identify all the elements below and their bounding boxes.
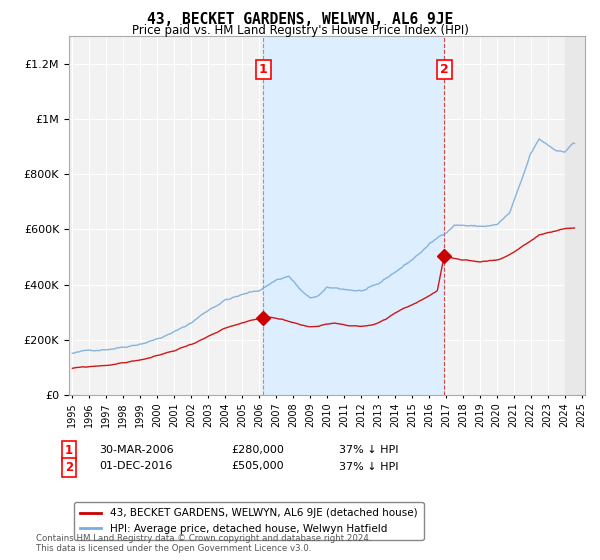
Bar [565, 36, 590, 395]
Text: 37% ↓ HPI: 37% ↓ HPI [339, 461, 398, 472]
Text: 2: 2 [65, 461, 73, 474]
Text: 37% ↓ HPI: 37% ↓ HPI [339, 445, 398, 455]
Bar [263, 36, 445, 395]
Text: £280,000: £280,000 [231, 445, 284, 455]
Text: 43, BECKET GARDENS, WELWYN, AL6 9JE: 43, BECKET GARDENS, WELWYN, AL6 9JE [147, 12, 453, 27]
Text: Price paid vs. HM Land Registry's House Price Index (HPI): Price paid vs. HM Land Registry's House … [131, 24, 469, 37]
Text: Contains HM Land Registry data © Crown copyright and database right 2024.
This d: Contains HM Land Registry data © Crown c… [36, 534, 371, 553]
Text: 1: 1 [65, 444, 73, 458]
Text: 01-DEC-2016: 01-DEC-2016 [99, 461, 172, 472]
Legend: 43, BECKET GARDENS, WELWYN, AL6 9JE (detached house), HPI: Average price, detach: 43, BECKET GARDENS, WELWYN, AL6 9JE (det… [74, 502, 424, 540]
Text: 1: 1 [259, 63, 268, 76]
Text: 2: 2 [440, 63, 449, 76]
Text: 30-MAR-2006: 30-MAR-2006 [99, 445, 173, 455]
Text: £505,000: £505,000 [231, 461, 284, 472]
